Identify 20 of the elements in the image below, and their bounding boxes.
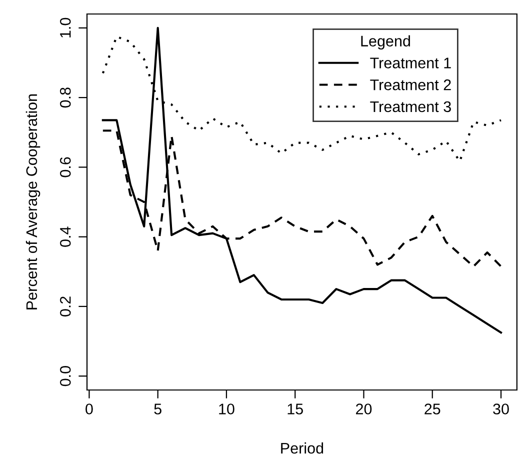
x-tick-label: 0 (86, 404, 93, 414)
legend-title: Legend (361, 35, 410, 50)
x-axis-title: Period (281, 442, 324, 454)
legend-label: Treatment 1 (370, 58, 451, 68)
y-tick-label: 0.2 (60, 296, 71, 316)
y-tick-label: 0.6 (60, 157, 71, 178)
x-tick-label: 10 (219, 404, 234, 414)
x-tick-label: 20 (356, 404, 372, 414)
y-tick-label: 0.8 (60, 88, 71, 108)
line-series (102, 26, 502, 334)
y-tick-label: 0.0 (60, 366, 71, 386)
x-tick-label: 30 (493, 404, 509, 414)
y-tick-label: 0.4 (60, 226, 71, 247)
x-tick-label: 15 (288, 404, 303, 414)
legend-label: Treatment 2 (370, 79, 451, 90)
x-tick-label: 5 (154, 404, 162, 414)
x-tick-label: 25 (424, 404, 440, 414)
y-tick-label: 1.0 (60, 18, 71, 38)
legend-label: Treatment 3 (370, 101, 451, 112)
y-axis-title: Percent of Average Cooperation (26, 94, 40, 310)
